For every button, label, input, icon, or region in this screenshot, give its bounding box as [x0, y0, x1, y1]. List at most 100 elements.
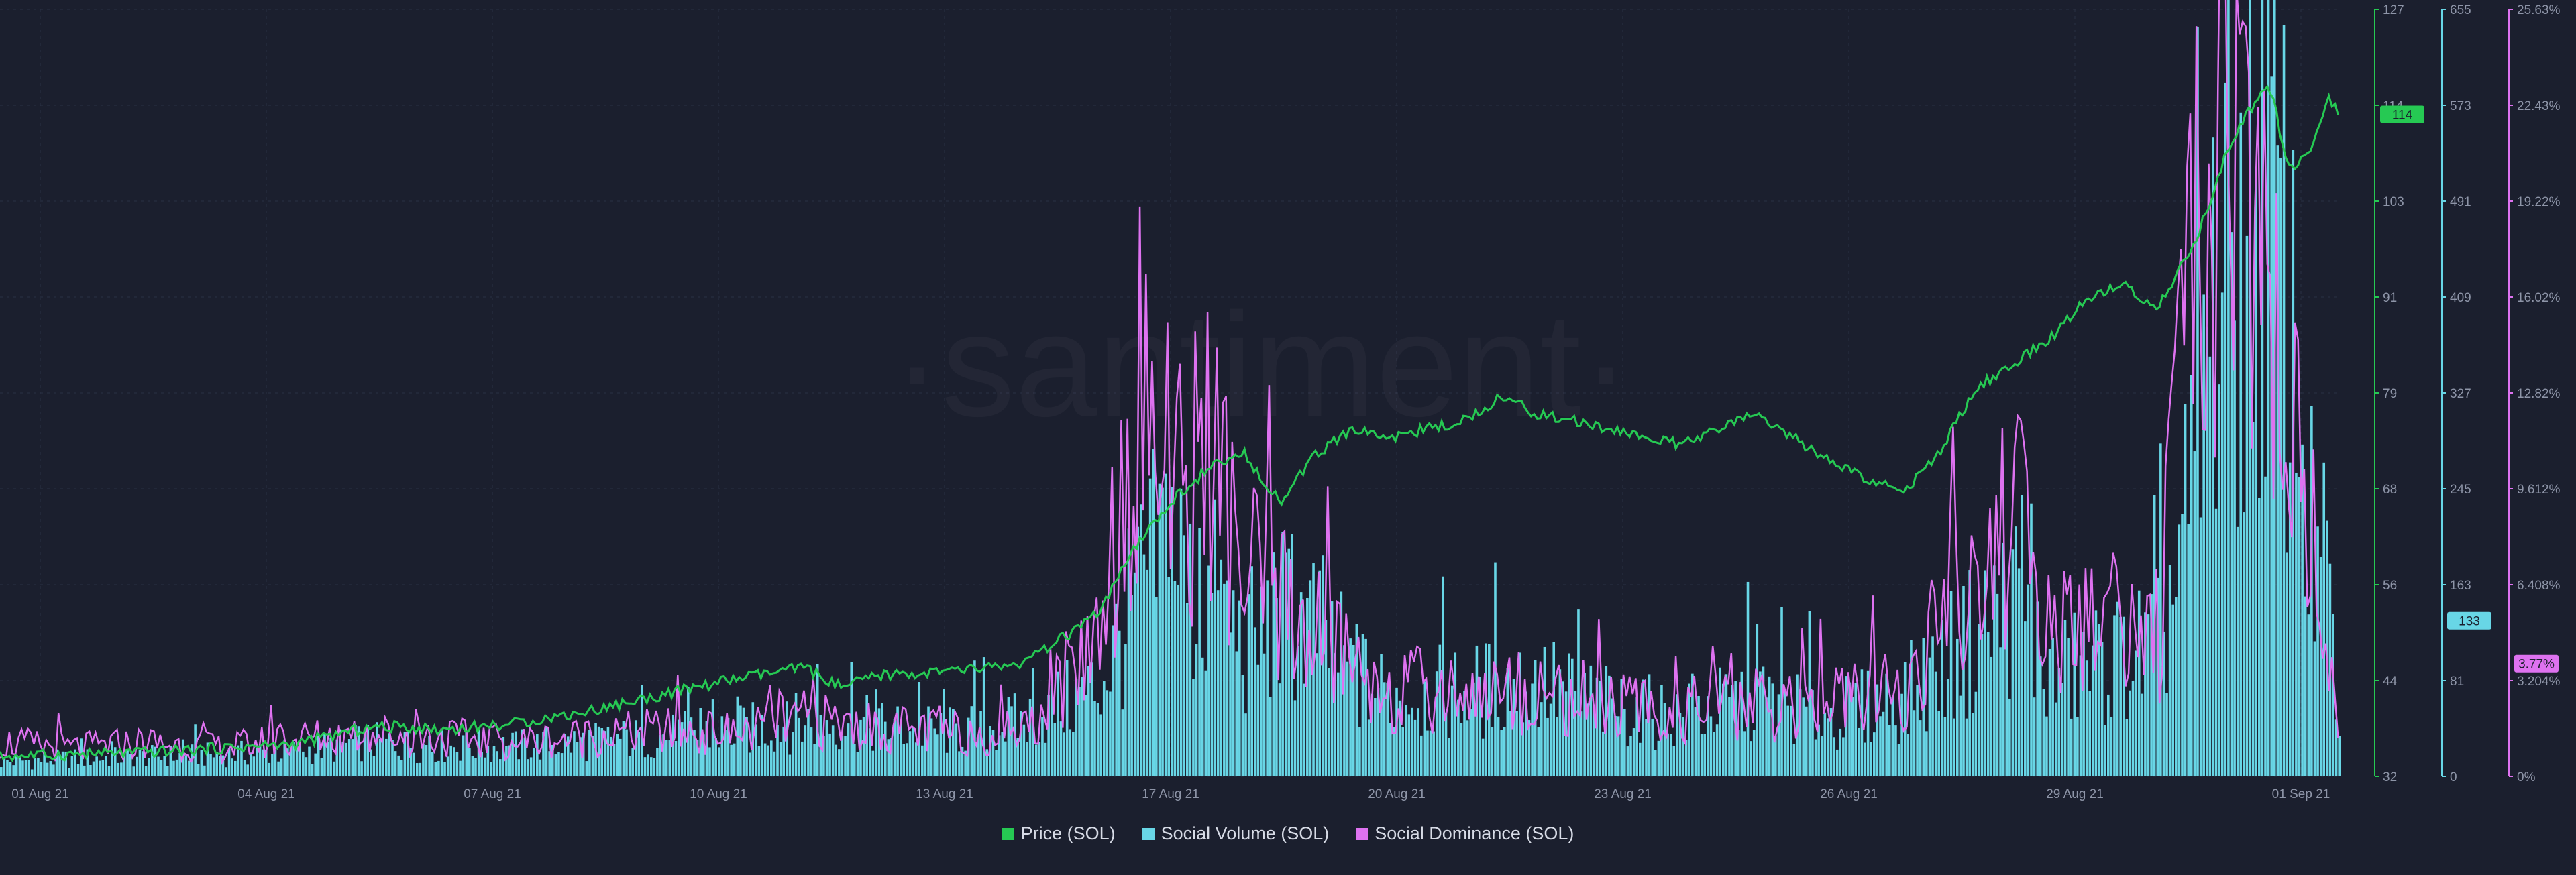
- social-volume-bar: [1448, 738, 1450, 776]
- social-volume-bar: [1315, 653, 1318, 776]
- social-volume-bar: [3, 757, 6, 776]
- social-volume-bar: [341, 742, 345, 776]
- social-volume-bar: [449, 745, 453, 776]
- social-volume-bar: [1479, 677, 1481, 776]
- social-volume-bar: [2230, 232, 2233, 777]
- social-volume-bar: [1047, 695, 1050, 776]
- social-volume-bar: [360, 761, 363, 776]
- social-volume-bar: [1552, 642, 1556, 776]
- social-volume-bar: [1790, 705, 1792, 776]
- social-volume-bar: [314, 753, 317, 776]
- social-volume-bar: [1709, 716, 1713, 776]
- price-tick-label: 56: [2383, 579, 2397, 593]
- social-volume-bar: [302, 751, 305, 776]
- social-volume-bar: [1882, 711, 1885, 776]
- social-volume-bar: [311, 764, 314, 776]
- social-volume-bar: [1102, 681, 1106, 776]
- social-volume-bar: [1275, 598, 1278, 776]
- social-volume-bar: [70, 756, 74, 776]
- social-volume-bar: [2137, 590, 2141, 776]
- social-volume-bar: [237, 745, 240, 776]
- social-volume-bar: [637, 732, 641, 776]
- x-tick-label: 01 Aug 21: [11, 787, 69, 801]
- price-swatch: [1002, 827, 1014, 840]
- legend-item-social-volume[interactable]: Social Volume (SOL): [1142, 823, 1329, 844]
- social-volume-bar: [58, 754, 61, 776]
- social-volume-bar: [1700, 734, 1703, 776]
- social-volume-bar: [1346, 661, 1349, 776]
- social-volume-bar: [157, 756, 160, 776]
- social-volume-bar: [591, 736, 594, 776]
- social-volume-bar: [2258, 497, 2261, 776]
- social-volume-bar: [1189, 523, 1192, 776]
- social-volume-bar: [2227, 0, 2230, 777]
- social-volume-bar: [437, 760, 440, 776]
- social-volume-bar: [1506, 668, 1509, 776]
- social-volume-bar: [1407, 714, 1411, 776]
- social-volume-bar: [887, 739, 890, 776]
- social-volume-bar: [1614, 716, 1617, 776]
- social-volume-bar: [616, 734, 619, 776]
- social-volume-bar: [933, 728, 936, 776]
- social-volume-bar: [779, 742, 782, 776]
- social-volume-bar: [2092, 645, 2094, 776]
- social-volume-bar: [24, 760, 28, 776]
- social-volume-bar: [1444, 712, 1448, 776]
- social-volume-bar: [2236, 526, 2239, 776]
- social-volume-bar: [625, 729, 628, 776]
- social-volume-bar: [2082, 632, 2085, 776]
- social-volume-bar: [1208, 565, 1210, 776]
- social-volume-bar: [1183, 535, 1185, 776]
- legend-item-social-dominance[interactable]: Social Dominance (SOL): [1356, 823, 1574, 844]
- social-volume-bar: [2214, 508, 2218, 776]
- social-volume-bar: [588, 730, 591, 776]
- social-volume-bar: [465, 732, 468, 776]
- social-volume-bar: [1340, 591, 1343, 776]
- social-volume-bar: [674, 741, 678, 776]
- social-volume-bar: [372, 756, 376, 776]
- social-volume-bar: [2332, 614, 2334, 776]
- social-volume-bar: [1707, 696, 1709, 776]
- social-volume-bar: [1127, 528, 1130, 776]
- social-volume-bar: [936, 734, 939, 776]
- social-volume-bar: [1392, 727, 1395, 776]
- social-volume-bar: [1688, 683, 1691, 776]
- social-volume-bar: [1525, 691, 1527, 776]
- social-volume-tick-label: 573: [2450, 99, 2471, 113]
- social-volume-bar: [2122, 616, 2125, 776]
- social-volume-bar: [55, 749, 58, 776]
- chart-legend: Price (SOL) Social Volume (SOL) Social D…: [0, 823, 2576, 844]
- social-volume-bar: [1401, 727, 1404, 776]
- social-volume-bar: [61, 751, 64, 776]
- social-volume-bar: [717, 747, 720, 776]
- social-volume-bar: [748, 752, 751, 776]
- social-volume-bar: [1112, 625, 1115, 776]
- social-volume-bar: [536, 734, 539, 776]
- social-volume-bar: [1823, 712, 1827, 776]
- social-volume-bar: [1632, 728, 1635, 776]
- price-line: [0, 84, 2339, 762]
- social-volume-bar: [1913, 710, 1916, 776]
- social-volume-bar: [819, 715, 822, 776]
- legend-item-price[interactable]: Price (SOL): [1002, 823, 1116, 844]
- social-volume-bar: [1293, 700, 1297, 776]
- santiment-watermark: ·santiment·: [892, 282, 1630, 447]
- social-volume-bar: [1322, 555, 1324, 776]
- social-volume-bar: [1854, 683, 1858, 776]
- social-volume-bar: [665, 740, 668, 776]
- social-volume-bar: [896, 706, 899, 776]
- social-volume-bar: [1118, 630, 1121, 776]
- social-volume-bar: [1044, 742, 1047, 776]
- social-volume-bar: [1937, 711, 1941, 776]
- social-volume-bar: [570, 752, 573, 776]
- x-tick-label: 13 Aug 21: [916, 787, 973, 801]
- social-volume-bar: [357, 726, 360, 776]
- social-volume-bar: [841, 735, 844, 776]
- social-volume-bar: [1041, 717, 1044, 776]
- social-volume-bar: [385, 738, 388, 776]
- social-volume-bar: [1364, 638, 1367, 776]
- social-volume-bar: [2116, 601, 2119, 776]
- social-volume-bar: [123, 750, 126, 776]
- social-volume-bar: [1214, 499, 1216, 776]
